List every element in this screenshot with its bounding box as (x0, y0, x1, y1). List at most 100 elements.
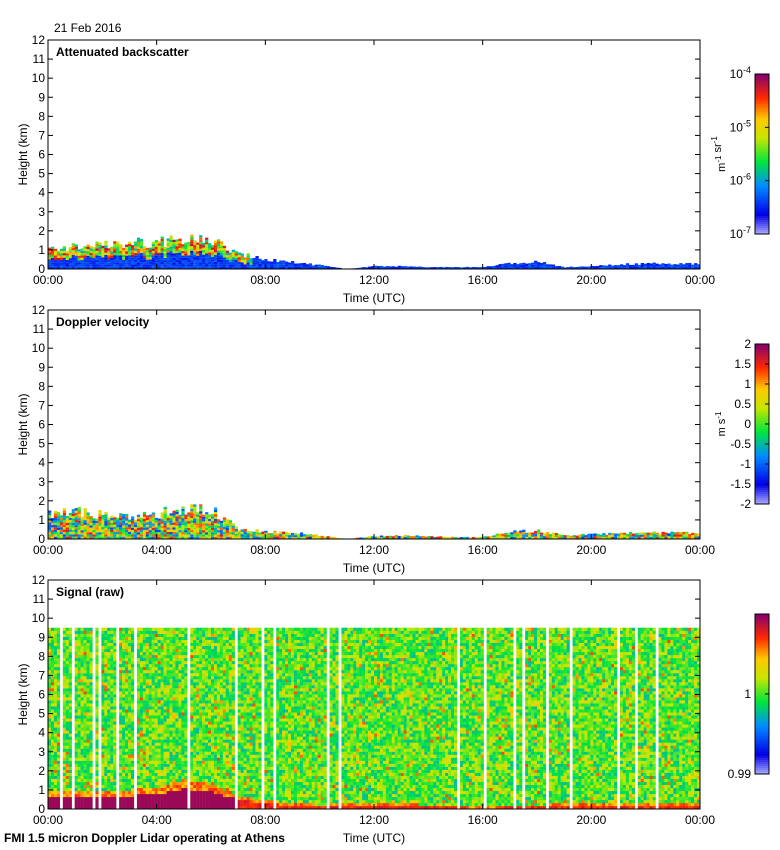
data-cell (219, 525, 224, 528)
data-cell (193, 254, 197, 258)
data-cell (196, 673, 200, 677)
data-cell (139, 648, 144, 653)
data-cell (154, 691, 158, 695)
data-cell (187, 262, 191, 265)
colorbar-tick-label: 2 (744, 337, 751, 351)
data-cell (62, 721, 66, 725)
data-cell (157, 648, 161, 653)
data-cell (110, 790, 114, 795)
data-cell (77, 630, 81, 634)
data-cell (80, 627, 84, 631)
data-cell (130, 745, 135, 749)
data-cell (169, 790, 173, 795)
colorbar-swatch (755, 418, 769, 421)
data-cell (50, 663, 55, 668)
data-cell (53, 657, 58, 662)
data-cell (208, 536, 212, 539)
data-cell (160, 627, 164, 631)
data-cell (190, 700, 194, 704)
data-cell (128, 257, 132, 260)
data-cell (145, 748, 149, 752)
data-cell (184, 651, 188, 656)
data-cell (148, 691, 152, 695)
data-cell (136, 757, 141, 761)
colorbar-swatch (755, 350, 769, 353)
data-cell (169, 703, 173, 707)
data-cell (89, 718, 93, 722)
data-cell (74, 522, 78, 525)
data-cell (56, 763, 61, 767)
data-cell (637, 534, 642, 537)
data-cell (136, 721, 141, 725)
data-cell (528, 534, 532, 537)
data-cell (133, 259, 138, 263)
data-cell (534, 266, 538, 269)
data-cell (184, 694, 188, 698)
data-cell (160, 805, 164, 810)
data-cell (107, 712, 111, 716)
data-cell (104, 697, 108, 701)
data-cell (211, 532, 215, 535)
colorbar-swatch (755, 446, 769, 449)
data-cell (86, 657, 90, 662)
colorbar-swatch (755, 140, 769, 143)
data-cell (178, 781, 182, 786)
data-cell (181, 718, 185, 722)
data-cell (101, 519, 105, 523)
data-cell (86, 639, 90, 644)
data-cell (53, 511, 58, 514)
data-cell (130, 742, 135, 746)
data-cell (172, 648, 176, 653)
data-cell (62, 534, 67, 537)
data-cell (148, 769, 152, 773)
data-cell (181, 673, 185, 677)
data-cell (74, 262, 78, 265)
data-cell (151, 654, 155, 659)
data-cell (172, 255, 176, 258)
data-cell (175, 679, 179, 683)
data-cell (492, 537, 496, 539)
data-cell (190, 525, 194, 528)
data-cell (157, 778, 161, 783)
colorbar-tick-label: -1.5 (730, 477, 751, 491)
data-cell (166, 630, 170, 634)
data-cell (53, 515, 58, 519)
data-cell (119, 517, 123, 521)
data-cell (163, 660, 167, 665)
data-cell (208, 257, 212, 260)
data-cell (89, 679, 93, 683)
data-cell (130, 682, 135, 686)
data-cell (133, 253, 138, 256)
data-cell (80, 700, 84, 704)
data-cell (148, 660, 152, 665)
data-cell (181, 721, 185, 725)
data-cell (107, 802, 111, 807)
data-cell (128, 745, 132, 749)
data-cell (219, 245, 224, 249)
data-cell (104, 536, 108, 539)
data-cell (163, 645, 167, 650)
data-cell (513, 534, 517, 537)
data-cell (181, 527, 185, 530)
data-cell (101, 736, 105, 740)
data-cell (68, 633, 72, 637)
data-cell (95, 630, 99, 634)
data-cell (95, 241, 99, 244)
data-cell (74, 676, 78, 680)
data-cell (148, 264, 153, 267)
colorbar-swatch (755, 498, 769, 501)
data-cell (394, 535, 399, 538)
data-cell (273, 534, 277, 537)
data-cell (86, 733, 90, 737)
data-cell (314, 264, 318, 267)
data-cell (104, 754, 108, 758)
data-cell (128, 790, 132, 795)
data-cell (190, 805, 194, 810)
data-cell (113, 724, 117, 728)
data-cell (685, 263, 689, 266)
data-cell (288, 266, 292, 269)
data-cell (116, 266, 120, 269)
data-cell (542, 262, 547, 265)
colorbar-swatch (755, 358, 769, 361)
data-cell (128, 266, 132, 269)
